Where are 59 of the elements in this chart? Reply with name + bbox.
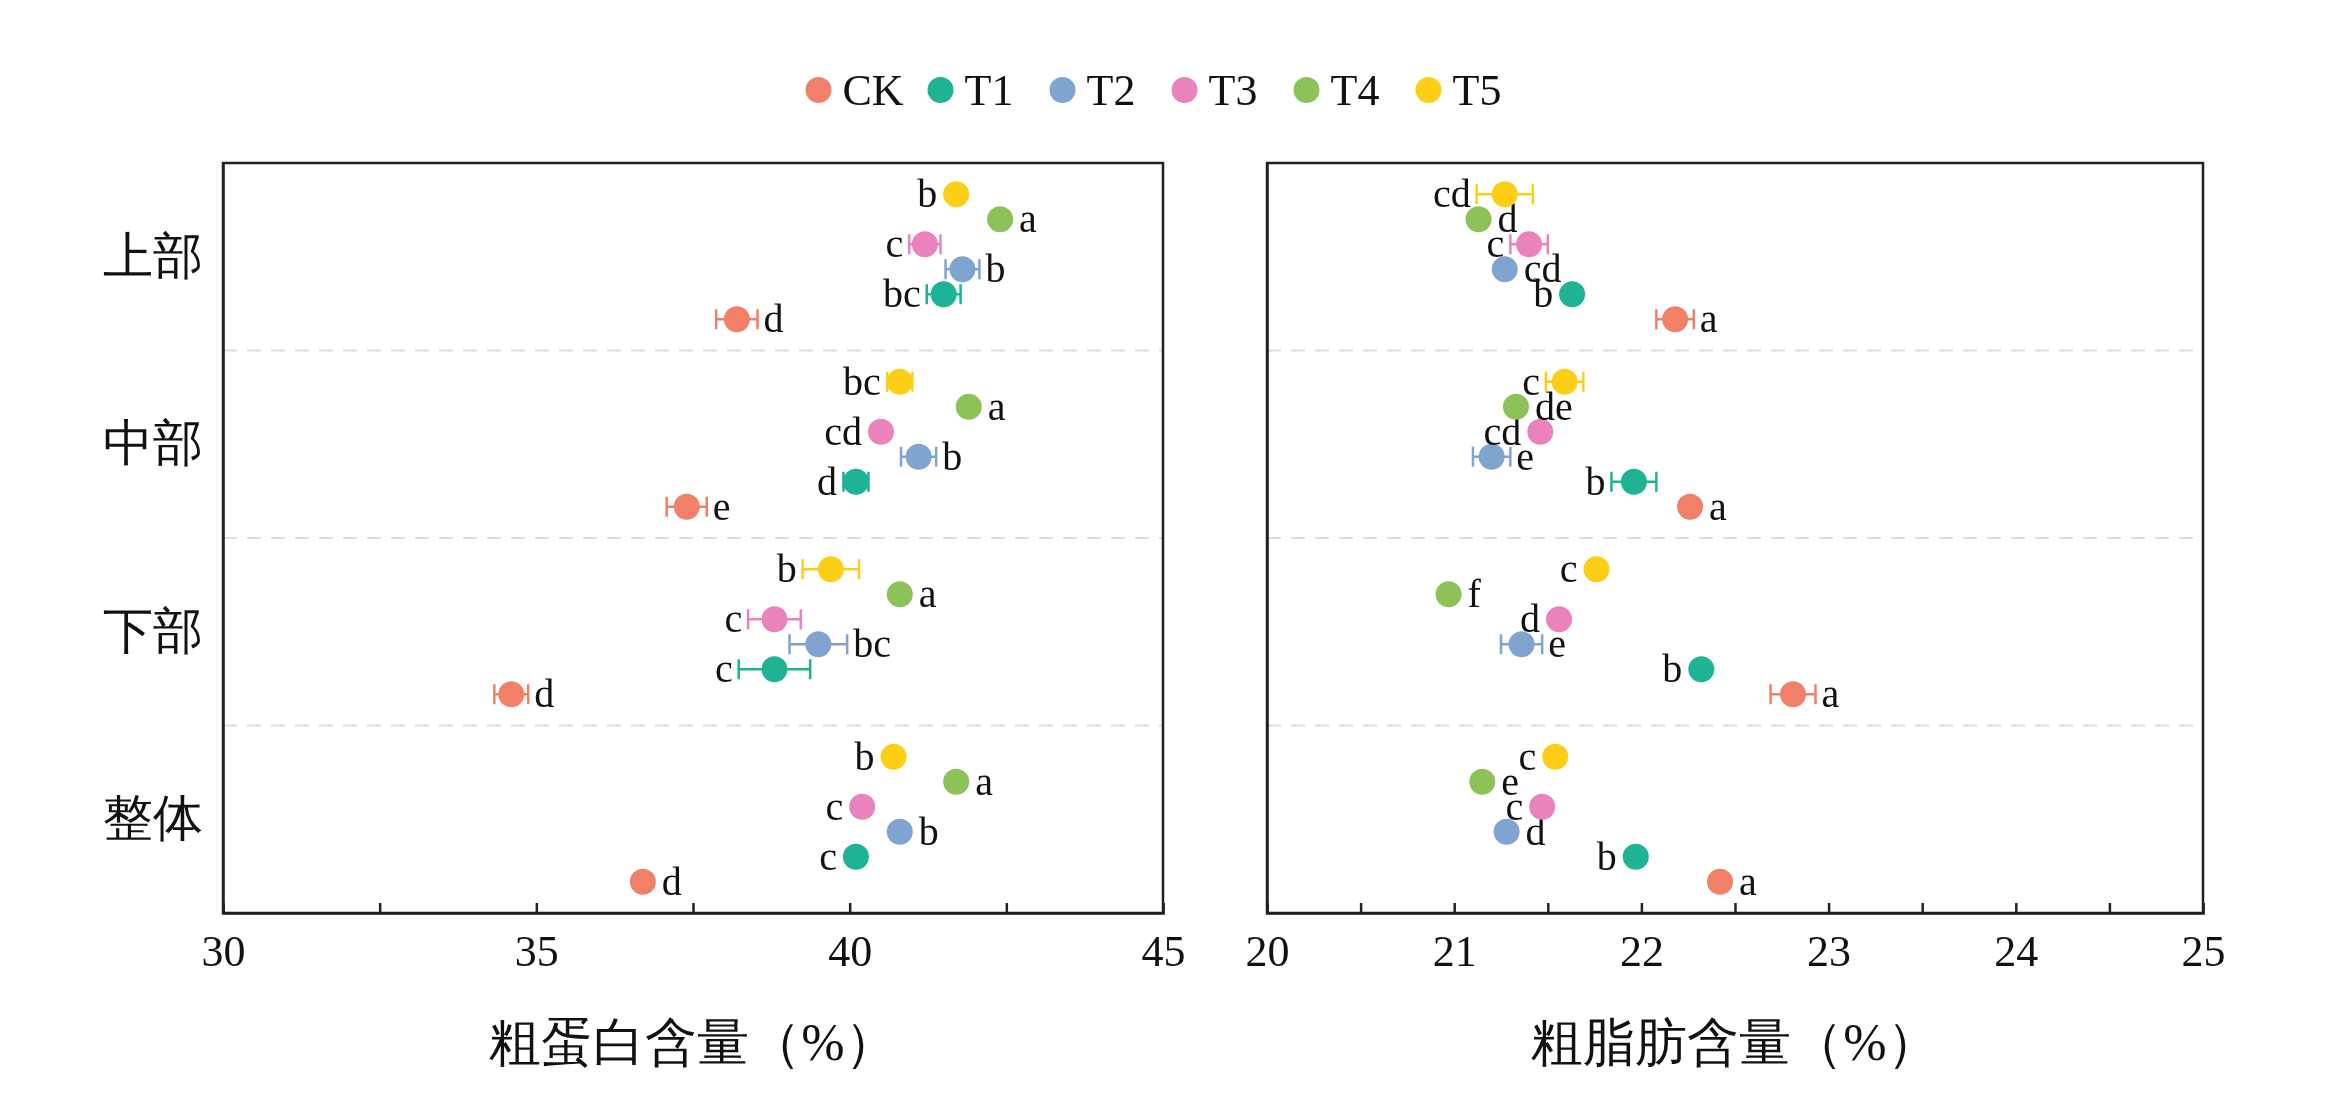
data-label: d <box>763 296 784 342</box>
data-label: b <box>854 733 875 779</box>
legend-label: T5 <box>1452 66 1502 115</box>
x-tick-label: 45 <box>1141 927 1186 977</box>
legend-label: T3 <box>1208 66 1258 115</box>
data-label: a <box>975 758 994 804</box>
legend-label: T2 <box>1086 66 1136 115</box>
data-label: f <box>1467 571 1482 617</box>
data-label: b <box>776 546 797 592</box>
x-tick-label: 24 <box>1994 927 2039 977</box>
data-label: bc <box>843 358 881 404</box>
x-tick-label: 20 <box>1245 927 1290 977</box>
data-label: d <box>661 858 682 904</box>
data-label: bc <box>853 621 891 667</box>
data-label: e <box>1548 621 1566 667</box>
x-tick-label: 23 <box>1807 927 1852 977</box>
data-label: a <box>1019 196 1038 242</box>
data-label: b <box>1585 458 1606 504</box>
data-label: a <box>918 571 937 617</box>
data-label: c <box>714 646 733 692</box>
data-label: b <box>918 808 939 854</box>
x-axis-title: 粗脂肪含量（%） <box>1531 1014 1939 1071</box>
data-label: d <box>1520 596 1541 642</box>
data-label: c <box>1559 546 1578 592</box>
data-label: d <box>816 458 837 504</box>
y-tick-label: 上部 <box>103 227 203 284</box>
data-label: c <box>825 783 844 829</box>
legend-label: CK <box>842 66 904 115</box>
x-axis-title: 粗蛋白含量（%） <box>489 1014 897 1071</box>
data-label: b <box>985 246 1006 292</box>
data-label: b <box>1596 833 1617 879</box>
data-label: c <box>724 596 743 642</box>
data-label: cd <box>1432 171 1471 217</box>
legend-label: T4 <box>1330 66 1380 115</box>
data-label: a <box>1709 483 1728 529</box>
data-label: d <box>534 671 555 717</box>
x-tick-label: 21 <box>1432 927 1477 977</box>
data-label: c <box>885 221 904 267</box>
data-label: a <box>1821 671 1840 717</box>
y-tick-label: 中部 <box>103 415 203 472</box>
x-tick-label: 35 <box>514 927 559 977</box>
x-tick-label: 30 <box>201 927 246 977</box>
data-label: c <box>819 833 837 879</box>
data-label: cd <box>824 408 862 454</box>
data-label: bc <box>882 271 921 317</box>
y-tick-label: 整体 <box>103 790 203 847</box>
y-tick-label: 下部 <box>103 602 203 659</box>
x-tick-label: 22 <box>1619 927 1664 977</box>
x-tick-label: 25 <box>2181 927 2226 977</box>
data-label: b <box>942 433 963 479</box>
data-label: c <box>1518 733 1537 779</box>
data-label: e <box>712 483 731 529</box>
x-tick-label: 40 <box>828 927 873 977</box>
data-label: a <box>1699 296 1718 342</box>
data-label: b <box>917 171 938 217</box>
data-label: b <box>1662 646 1683 692</box>
data-label: a <box>987 383 1006 429</box>
data-label: a <box>1739 858 1758 904</box>
legend-label: T1 <box>964 66 1014 115</box>
